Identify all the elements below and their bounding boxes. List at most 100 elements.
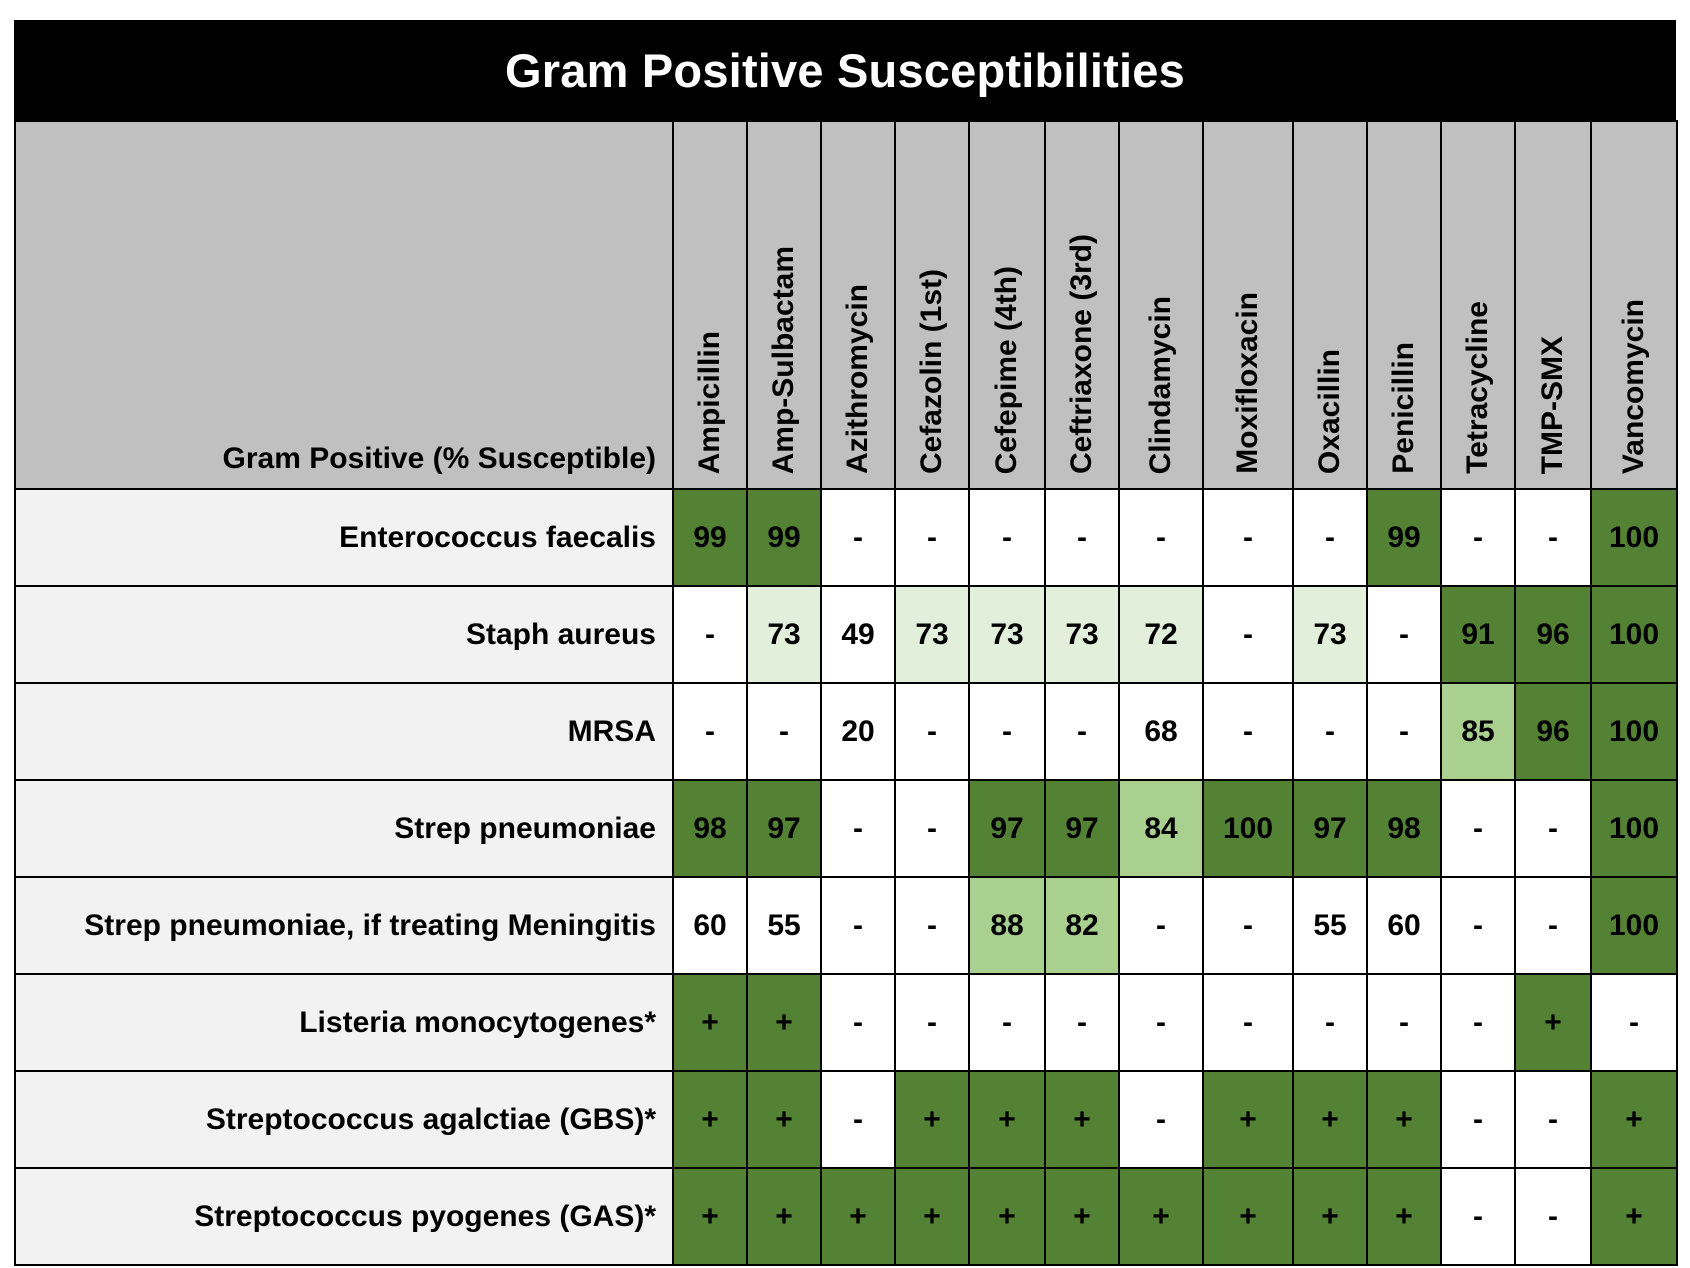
susceptibility-cell: 97	[746, 779, 822, 878]
susceptibility-cell: -	[820, 779, 896, 878]
susceptibility-cell: 55	[746, 876, 822, 975]
susceptibility-cell: 98	[1366, 779, 1442, 878]
corner-label: Gram Positive (% Susceptible)	[14, 120, 674, 490]
susceptibility-cell: +	[1292, 1070, 1368, 1169]
table-row: Strep pneumoniae, if treating Meningitis…	[14, 876, 1678, 975]
susceptibility-cell: 73	[1044, 585, 1120, 684]
susceptibility-cell: -	[894, 682, 970, 781]
susceptibility-cell: -	[1202, 876, 1294, 975]
susceptibility-cell: +	[1202, 1167, 1294, 1266]
susceptibility-cell: +	[968, 1167, 1046, 1266]
susceptibility-cell: 100	[1590, 682, 1678, 781]
susceptibility-cell: 99	[1366, 488, 1442, 587]
susceptibility-cell: -	[1118, 1070, 1204, 1169]
table-row: Strep pneumoniae 98 97- -97 97 84 100 97 98- -100	[14, 779, 1678, 878]
antibiotic-name: Azithromycin	[841, 283, 874, 474]
susceptibility-cell: 99	[672, 488, 748, 587]
table-body: Enterococcus faecalis 99 99- - - - - - -99- -100 S…	[14, 488, 1678, 1266]
susceptibility-cell: +	[746, 1167, 822, 1266]
susceptibility-cell: -	[1440, 488, 1516, 587]
susceptibility-cell: 82	[1044, 876, 1120, 975]
susceptibility-cell: 55	[1292, 876, 1368, 975]
susceptibility-cell: -	[968, 488, 1046, 587]
susceptibility-cell: +	[746, 973, 822, 1072]
antibiotic-name: Amp-Sulbactam	[767, 245, 800, 474]
susceptibility-cell: 72	[1118, 585, 1204, 684]
organism-label: Listeria monocytogenes*	[14, 973, 674, 1072]
susceptibility-cell: -	[1202, 973, 1294, 1072]
susceptibility-cell: 96	[1514, 682, 1592, 781]
susceptibility-cell: -	[1440, 876, 1516, 975]
susceptibility-cell: -	[1202, 585, 1294, 684]
susceptibility-cell: 100	[1590, 779, 1678, 878]
susceptibility-cell: +	[672, 973, 748, 1072]
susceptibility-cell: 100	[1590, 488, 1678, 587]
susceptibility-cell: -	[1514, 779, 1592, 878]
susceptibility-cell: -	[1514, 488, 1592, 587]
antibiotic-name: Tetracycline	[1461, 301, 1494, 474]
susceptibility-cell: -	[820, 876, 896, 975]
susceptibility-cell: -	[1292, 973, 1368, 1072]
susceptibility-cell: -	[894, 973, 970, 1072]
susceptibility-cell: -	[1118, 876, 1204, 975]
susceptibility-cell: +	[1202, 1070, 1294, 1169]
antibiotic-header: Moxifloxacin	[1202, 120, 1294, 490]
susceptibility-cell: -	[1366, 585, 1442, 684]
antibiotic-header: Penicillin	[1366, 120, 1442, 490]
susceptibility-cell: -	[1440, 779, 1516, 878]
organism-label: Strep pneumoniae	[14, 779, 674, 878]
susceptibility-cell: +	[1044, 1070, 1120, 1169]
susceptibility-cell: -	[1202, 488, 1294, 587]
susceptibility-cell: +	[1514, 973, 1592, 1072]
susceptibility-cell: -	[1440, 1070, 1516, 1169]
susceptibility-cell: -	[968, 973, 1046, 1072]
antibiotic-header: Ceftriaxone (3rd)	[1044, 120, 1120, 490]
susceptibility-cell: +	[1292, 1167, 1368, 1266]
susceptibility-cell: -	[1202, 682, 1294, 781]
susceptibility-cell: +	[746, 1070, 822, 1169]
antibiotic-name: Ceftriaxone (3rd)	[1065, 233, 1098, 474]
susceptibility-cell: -	[820, 973, 896, 1072]
organism-label: Streptococcus pyogenes (GAS)*	[14, 1167, 674, 1266]
organism-label: MRSA	[14, 682, 674, 781]
susceptibility-cell: -	[1366, 682, 1442, 781]
susceptibility-cell: 84	[1118, 779, 1204, 878]
susceptibility-cell: -	[1118, 488, 1204, 587]
susceptibility-cell: +	[1366, 1167, 1442, 1266]
antibiotic-header: Clindamycin	[1118, 120, 1204, 490]
susceptibility-cell: 100	[1202, 779, 1294, 878]
susceptibility-cell: +	[672, 1167, 748, 1266]
susceptibility-cell: -	[672, 682, 748, 781]
susceptibility-cell: +	[1590, 1167, 1678, 1266]
antibiotic-name: Clindamycin	[1144, 295, 1177, 474]
susceptibility-cell: 20	[820, 682, 896, 781]
susceptibility-cell: -	[1514, 876, 1592, 975]
antibiotic-header: Azithromycin	[820, 120, 896, 490]
susceptibility-cell: -	[1514, 1070, 1592, 1169]
susceptibility-cell: -	[894, 876, 970, 975]
organism-label: Staph aureus	[14, 585, 674, 684]
susceptibility-cell: -	[1044, 488, 1120, 587]
susceptibility-cell: -	[746, 682, 822, 781]
susceptibility-cell: 60	[672, 876, 748, 975]
susceptibility-sheet: Gram Positive Susceptibilities Gram Posi…	[14, 20, 1678, 1266]
antibiotic-name: Oxacillin	[1313, 348, 1346, 474]
susceptibility-cell: +	[894, 1070, 970, 1169]
susceptibility-cell: -	[1440, 1167, 1516, 1266]
susceptibility-cell: -	[1514, 1167, 1592, 1266]
antibiotic-name: Cefepime (4th)	[990, 265, 1023, 474]
antibiotic-header: Tetracycline	[1440, 120, 1516, 490]
susceptibility-cell: -	[1044, 973, 1120, 1072]
susceptibility-cell: 85	[1440, 682, 1516, 781]
susceptibility-cell: 73	[968, 585, 1046, 684]
table-row: Staph aureus -73 49 73 73 73 72-73-91 96 100	[14, 585, 1678, 684]
susceptibility-cell: -	[820, 1070, 896, 1169]
susceptibility-cell: 73	[1292, 585, 1368, 684]
susceptibility-cell: -	[894, 488, 970, 587]
susceptibility-cell: 97	[1292, 779, 1368, 878]
susceptibility-cell: 100	[1590, 876, 1678, 975]
susceptibility-cell: 68	[1118, 682, 1204, 781]
susceptibility-cell: 91	[1440, 585, 1516, 684]
antibiotic-header: Cefepime (4th)	[968, 120, 1046, 490]
susceptibility-cell: -	[1440, 973, 1516, 1072]
